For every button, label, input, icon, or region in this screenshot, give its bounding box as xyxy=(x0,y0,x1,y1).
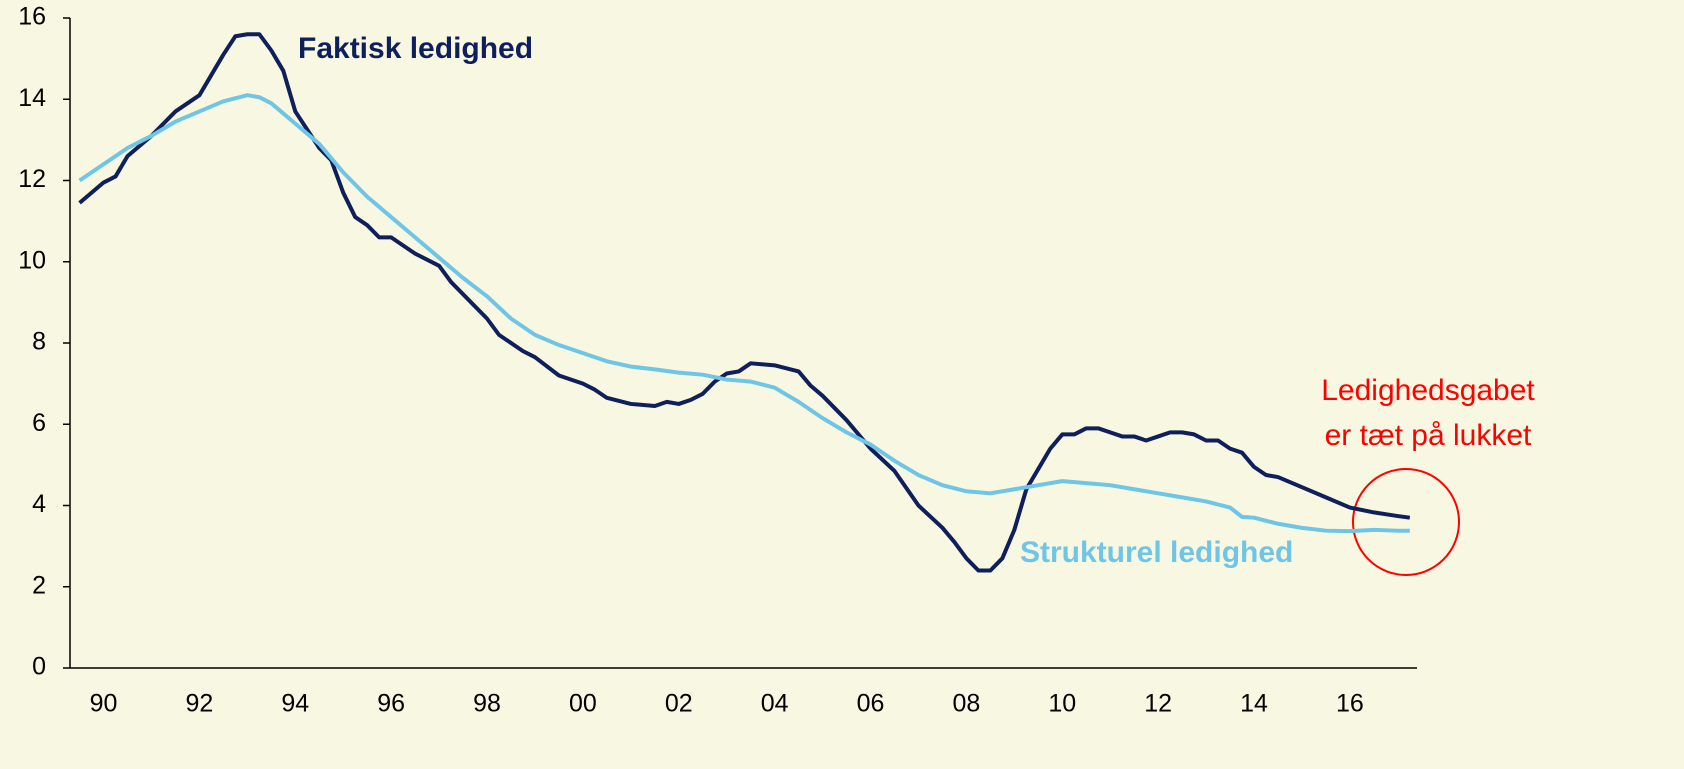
x-tick-label: 16 xyxy=(1336,690,1364,718)
y-tick-label: 14 xyxy=(18,84,46,112)
x-tick-label: 10 xyxy=(1048,690,1076,718)
annotation: er tæt på lukket xyxy=(1325,419,1532,452)
series-label: Strukturel ledighed xyxy=(1020,536,1293,569)
x-tick-label: 06 xyxy=(857,690,885,718)
y-tick-label: 2 xyxy=(32,571,46,599)
x-tick-label: 12 xyxy=(1144,690,1172,718)
x-tick-label: 04 xyxy=(761,690,789,718)
y-tick-label: 0 xyxy=(32,653,46,681)
x-tick-label: 08 xyxy=(952,690,980,718)
x-tick-label: 00 xyxy=(569,690,597,718)
y-tick-label: 16 xyxy=(18,3,46,31)
annotation: Ledighedsgabet xyxy=(1321,374,1535,407)
series-line xyxy=(78,93,1410,534)
y-tick-label: 6 xyxy=(32,409,46,437)
x-tick-label: 96 xyxy=(377,690,405,718)
x-tick-label: 92 xyxy=(186,690,214,718)
x-tick-label: 02 xyxy=(665,690,693,718)
x-tick-label: 14 xyxy=(1240,690,1268,718)
y-tick-label: 12 xyxy=(18,165,46,193)
series-line xyxy=(78,32,1411,573)
highlight-circle xyxy=(1352,468,1460,576)
y-tick-label: 10 xyxy=(18,246,46,274)
x-tick-label: 90 xyxy=(90,690,118,718)
y-tick-label: 8 xyxy=(32,328,46,356)
x-tick-label: 98 xyxy=(473,690,501,718)
series-label: Faktisk ledighed xyxy=(298,32,533,65)
lines xyxy=(78,32,1411,573)
x-tick-label: 94 xyxy=(281,690,309,718)
y-tick-label: 4 xyxy=(32,490,46,518)
